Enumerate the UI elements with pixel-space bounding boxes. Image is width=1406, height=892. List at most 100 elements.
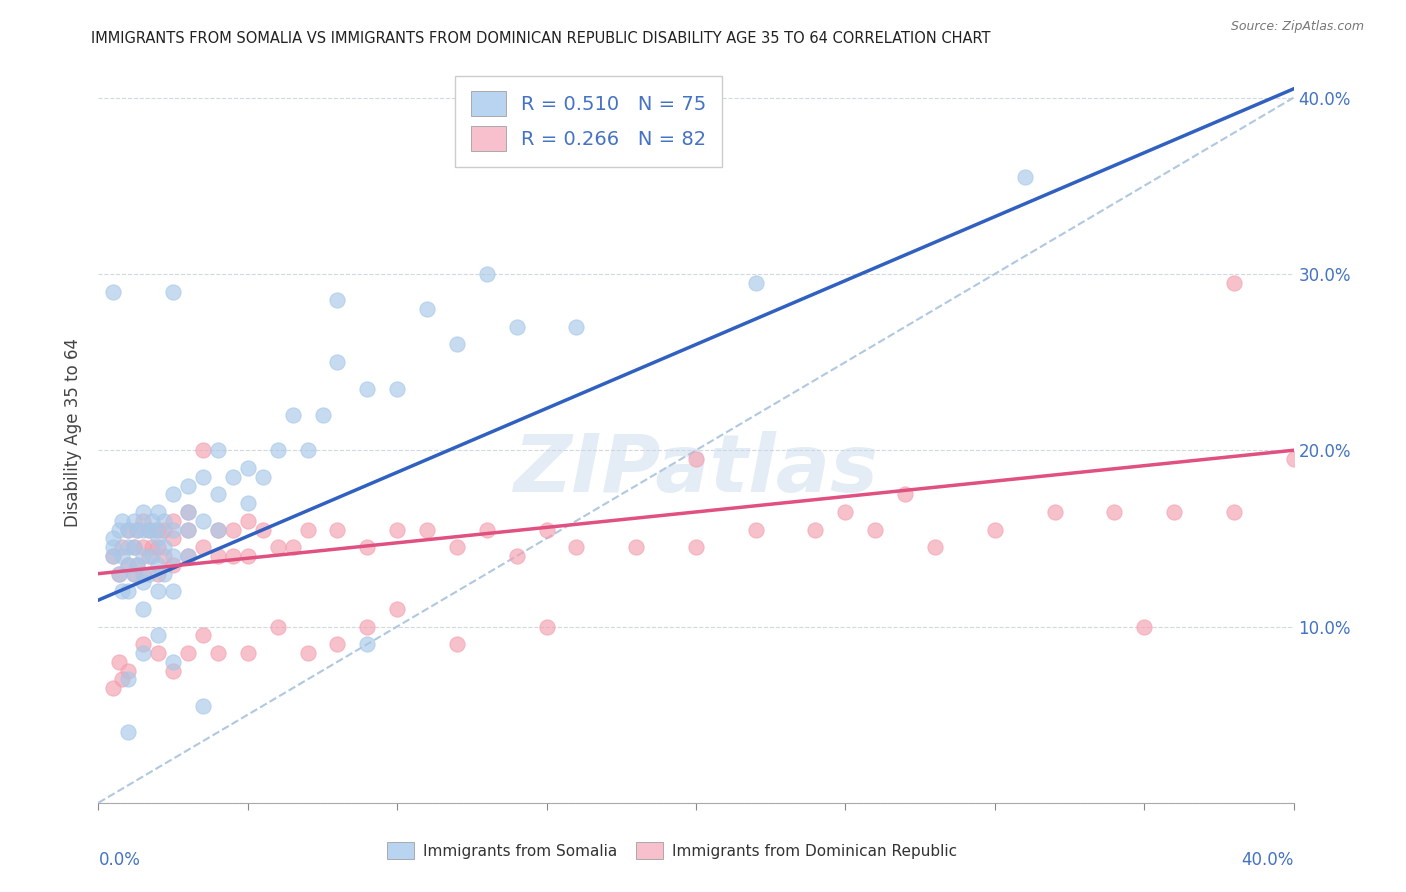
Point [103, 681, 125, 696]
Point [356, 540, 378, 554]
Point [356, 619, 378, 633]
Point [124, 566, 146, 581]
Point [153, 566, 176, 581]
Point [984, 523, 1007, 537]
Point [475, 267, 498, 281]
Point [385, 523, 409, 537]
Point [117, 584, 139, 599]
Point [103, 540, 125, 554]
Point [117, 523, 139, 537]
Point [267, 443, 290, 458]
Point [148, 540, 170, 554]
Point [143, 523, 166, 537]
Text: ZIPatlas: ZIPatlas [513, 431, 879, 508]
Point [117, 664, 139, 678]
Point [685, 540, 707, 554]
Text: 40.0%: 40.0% [1241, 851, 1294, 869]
Point [162, 285, 184, 299]
Point [103, 549, 125, 563]
Point [385, 382, 409, 396]
Point [111, 540, 134, 554]
Point [281, 408, 304, 422]
Point [124, 566, 146, 581]
Point [207, 646, 229, 660]
Point [207, 443, 229, 458]
Point [127, 558, 149, 572]
Point [894, 487, 917, 501]
Point [138, 549, 160, 563]
Point [236, 549, 259, 563]
Point [506, 549, 529, 563]
Point [108, 655, 131, 669]
Point [1043, 505, 1066, 519]
Point [475, 523, 498, 537]
Point [326, 523, 349, 537]
Point [311, 408, 333, 422]
Point [207, 523, 229, 537]
Point [153, 514, 176, 528]
Point [356, 637, 378, 651]
Point [162, 532, 184, 546]
Point [385, 602, 409, 616]
Point [127, 523, 149, 537]
Point [153, 549, 176, 563]
Point [141, 549, 163, 563]
Point [446, 540, 468, 554]
Point [536, 523, 558, 537]
Point [153, 523, 176, 537]
Point [132, 637, 155, 651]
Point [111, 549, 134, 563]
Point [446, 337, 468, 351]
Point [1014, 169, 1036, 184]
Point [326, 293, 349, 308]
Point [207, 487, 229, 501]
Y-axis label: Disability Age 35 to 64: Disability Age 35 to 64 [65, 338, 83, 527]
Point [191, 698, 214, 713]
Point [446, 637, 468, 651]
Point [124, 540, 146, 554]
Point [117, 673, 139, 687]
Point [297, 523, 319, 537]
Text: 0.0%: 0.0% [98, 851, 141, 869]
Point [177, 478, 200, 492]
Point [138, 523, 160, 537]
Point [127, 558, 149, 572]
Point [252, 469, 274, 483]
Point [162, 487, 184, 501]
Point [416, 302, 439, 317]
Point [326, 355, 349, 369]
Point [148, 505, 170, 519]
Point [177, 505, 200, 519]
Point [132, 566, 155, 581]
Point [565, 540, 588, 554]
Point [141, 540, 163, 554]
Point [148, 523, 170, 537]
Point [191, 628, 214, 642]
Point [132, 540, 155, 554]
Point [108, 523, 131, 537]
Point [148, 628, 170, 642]
Point [207, 549, 229, 563]
Point [148, 532, 170, 546]
Point [745, 276, 768, 290]
Point [1223, 505, 1246, 519]
Point [1282, 452, 1305, 467]
Point [177, 646, 200, 660]
Point [191, 540, 214, 554]
Point [111, 673, 134, 687]
Point [236, 496, 259, 510]
Point [1133, 619, 1156, 633]
Text: IMMIGRANTS FROM SOMALIA VS IMMIGRANTS FROM DOMINICAN REPUBLIC DISABILITY AGE 35 : IMMIGRANTS FROM SOMALIA VS IMMIGRANTS FR… [91, 31, 991, 46]
Point [162, 664, 184, 678]
Point [506, 319, 529, 334]
Point [138, 566, 160, 581]
Point [356, 382, 378, 396]
Point [236, 646, 259, 660]
Point [685, 452, 707, 467]
Point [177, 523, 200, 537]
Point [207, 523, 229, 537]
Point [745, 523, 768, 537]
Point [153, 540, 176, 554]
Point [117, 523, 139, 537]
Point [236, 461, 259, 475]
